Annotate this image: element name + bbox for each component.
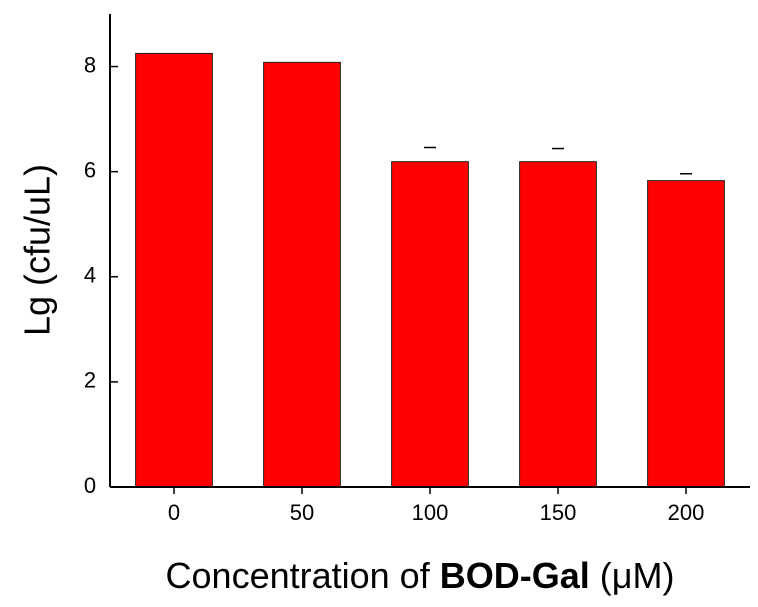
x-tick-label: 100 [412,500,449,525]
y-axis-label: Lg (cfu/uL) [17,164,58,336]
x-label-part: Concentration of [166,555,431,596]
bar [647,180,725,488]
y-tick-label: 2 [84,368,96,393]
x-label-part: BOD-Gal [440,555,590,596]
bar [391,161,469,488]
x-tick-label: 200 [668,500,705,525]
x-tick-label: 50 [290,500,314,525]
bar [263,61,341,488]
y-tick-label: 6 [84,157,96,182]
y-tick-label: 4 [84,263,96,288]
y-tick-label: 8 [84,52,96,77]
bar [135,52,213,488]
bar [519,161,597,488]
x-tick-label: 0 [168,500,180,525]
x-tick-label: 150 [540,500,577,525]
y-tick-label: 0 [84,473,96,498]
x-label-part: (μM) [600,555,675,596]
x-axis-label: Concentration of BOD-Gal (μM) [166,555,675,596]
